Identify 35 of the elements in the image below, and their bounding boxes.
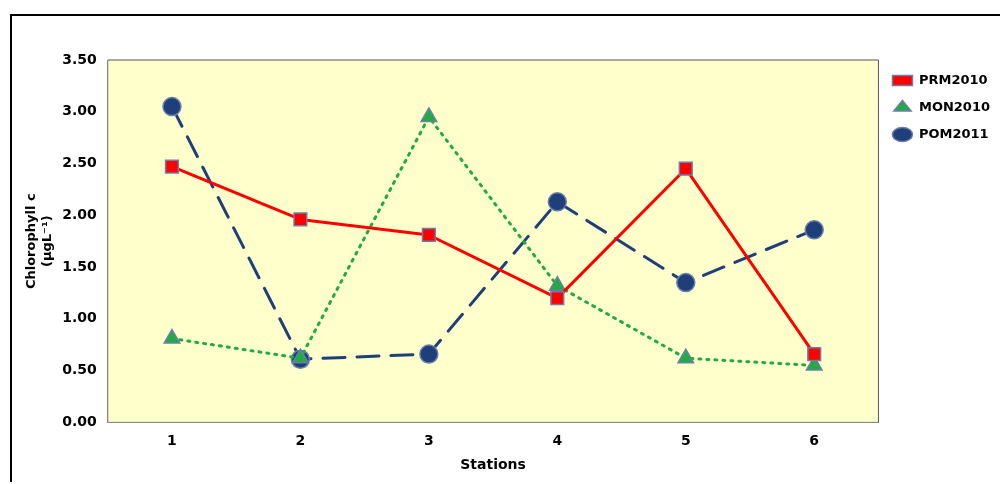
- y-tick-label: 2.50: [62, 154, 97, 171]
- point: [291, 348, 309, 364]
- x-tick-label: 2: [295, 432, 306, 449]
- y-tick-label: 0.50: [62, 361, 97, 378]
- point: [676, 272, 696, 293]
- point: [548, 275, 566, 291]
- point: [164, 159, 180, 174]
- legend-label: PRM2010: [918, 71, 988, 87]
- point: [678, 161, 693, 176]
- legend-label: MON2010: [918, 98, 991, 114]
- y-tick-label: 1.00: [62, 309, 97, 326]
- legend-label: POM2011: [918, 125, 989, 141]
- point: [547, 192, 568, 212]
- x-axis-title: Stations: [460, 456, 526, 473]
- x-tick-label: 5: [680, 432, 691, 449]
- x-tick-label: 6: [809, 432, 820, 449]
- y-axis-title: Chlorophyll c (µgL⁻¹): [23, 193, 54, 290]
- point: [807, 346, 822, 362]
- point: [550, 291, 565, 306]
- point: [162, 96, 182, 117]
- point: [293, 212, 308, 227]
- y-tick-label: 2.00: [62, 205, 97, 222]
- y-tick-label: 0.00: [62, 413, 97, 430]
- y-tick-label: 3.00: [62, 102, 97, 119]
- point: [804, 220, 824, 240]
- y-tick-label: 3.50: [62, 50, 97, 67]
- point: [420, 107, 438, 123]
- y-tick-label: 1.50: [62, 257, 97, 274]
- x-tick-label: 1: [167, 432, 177, 449]
- point: [421, 227, 436, 243]
- point: [677, 348, 695, 364]
- x-tick-label: 4: [552, 432, 563, 449]
- point: [419, 344, 439, 364]
- x-tick-label: 3: [424, 432, 434, 449]
- point: [163, 328, 181, 344]
